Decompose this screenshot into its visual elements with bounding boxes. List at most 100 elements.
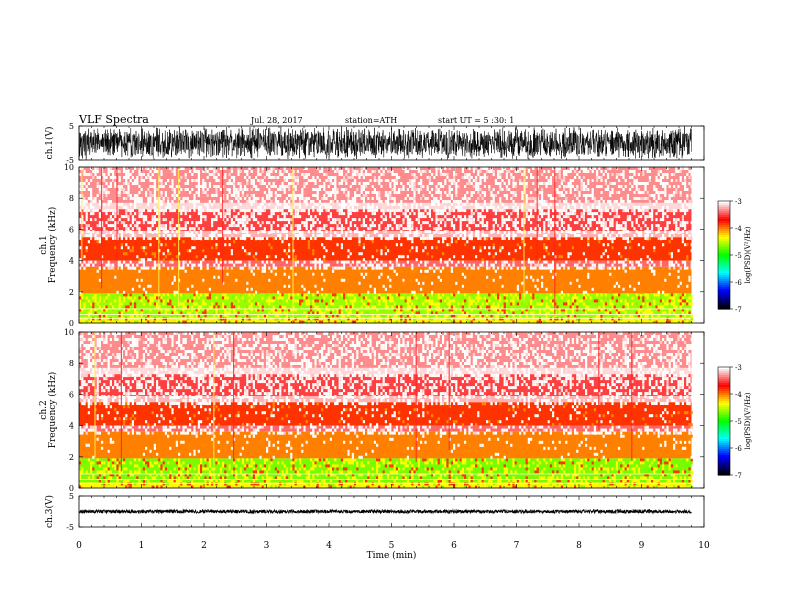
spectrogram-speckle: [565, 317, 568, 321]
spectrogram-speckle: [618, 266, 621, 270]
spectrogram-speckle: [266, 314, 269, 318]
spectrogram-speckle: [193, 194, 196, 197]
spectrogram-speckle: [351, 293, 354, 297]
spectrogram-speckle: [609, 167, 612, 170]
spectrogram-speckle: [607, 173, 610, 176]
spectrogram-speckle: [233, 191, 236, 194]
spectrogram-speckle: [197, 299, 200, 303]
spectrogram-speckle: [307, 317, 310, 321]
spectrogram-speckle: [547, 209, 550, 213]
spectrogram-speckle: [118, 302, 121, 306]
spectrogram-speckle: [538, 230, 541, 234]
spectrogram-speckle: [391, 320, 394, 324]
spectrogram-speckle: [224, 243, 227, 247]
spectrogram-speckle: [488, 205, 491, 209]
spectrogram-speckle: [629, 188, 632, 191]
spectrogram-speckle: [391, 179, 394, 182]
spectrogram-speckle: [195, 237, 198, 240]
spectrogram-speckle: [512, 234, 515, 237]
spectrogram-speckle: [142, 293, 145, 297]
spectrogram-speckle: [391, 237, 394, 240]
spectrogram-speckle: [303, 311, 306, 315]
spectrogram-speckle: [123, 299, 126, 303]
spectrogram-speckle: [494, 305, 497, 309]
spectrogram-speckle: [378, 234, 381, 237]
spectrogram-speckle: [327, 317, 330, 321]
spectrogram-speckle: [283, 314, 286, 318]
spectrogram-speckle: [530, 221, 533, 225]
spectrogram-speckle: [90, 272, 93, 276]
spectrogram-speckle: [501, 202, 504, 206]
spectrogram-speckle: [576, 234, 579, 237]
spectrogram-speckle: [587, 202, 590, 206]
spectrogram-speckle: [448, 194, 451, 197]
spectrogram-speckle: [169, 185, 172, 188]
spectrogram-speckle: [336, 170, 339, 173]
spectrogram-speckle: [354, 200, 357, 203]
spectrogram-speckle: [622, 237, 625, 240]
spectrogram-speckle: [387, 200, 390, 203]
spectrogram-speckle: [508, 263, 511, 267]
spectrogram-speckle: [217, 212, 220, 216]
spectrogram-speckle: [208, 173, 211, 176]
spectrogram-speckle: [516, 202, 519, 206]
spectrogram-speckle: [633, 212, 636, 216]
spectrogram-speckle: [499, 197, 502, 200]
spectrogram-speckle: [585, 209, 588, 213]
spectrogram-speckle: [475, 200, 478, 203]
spectrogram-speckle: [558, 231, 561, 234]
spectrogram-speckle: [446, 202, 449, 206]
spectrogram-speckle: [512, 179, 515, 182]
spectrogram-speckle: [268, 311, 271, 315]
spectrogram-speckle: [228, 320, 231, 324]
spectrogram-speckle: [362, 205, 365, 209]
spectrogram-speckle: [303, 200, 306, 203]
spectrogram-speckle: [296, 266, 299, 270]
spectrogram-speckle: [327, 205, 330, 209]
spectrogram-speckle: [222, 317, 225, 321]
spectrogram-speckle: [384, 237, 387, 240]
spectrogram-speckle: [459, 215, 462, 219]
spectrogram-speckle: [512, 200, 515, 203]
spectrogram-speckle: [213, 173, 216, 176]
spectrogram-speckle: [494, 269, 497, 273]
spectrogram-speckle: [547, 305, 550, 309]
spectrogram-speckle: [351, 266, 354, 270]
spectrogram-speckle: [281, 227, 284, 231]
spectrogram-speckle: [142, 237, 145, 240]
spectrogram-speckle: [477, 320, 480, 324]
spectrogram-speckle: [120, 314, 123, 318]
spectrogram-speckle: [492, 266, 495, 270]
spectrogram-speckle: [213, 231, 216, 234]
spectrogram-speckle: [384, 179, 387, 182]
spectrogram-speckle: [213, 234, 216, 237]
spectrogram-speckle: [576, 305, 579, 309]
spectrogram-speckle: [103, 209, 106, 213]
spectrogram-speckle: [149, 308, 152, 312]
spectrogram-speckle: [556, 215, 559, 219]
spectrogram-speckle: [382, 230, 385, 234]
spectrogram-speckle: [226, 296, 229, 300]
spectrogram-speckle: [87, 260, 90, 264]
spectrogram-speckle: [235, 296, 238, 300]
spectrogram-speckle: [420, 215, 423, 219]
spectrogram-speckle: [244, 230, 247, 234]
spectrogram-speckle: [600, 170, 603, 173]
spectrogram-speckle: [191, 227, 194, 231]
spectrogram-speckle: [81, 320, 84, 324]
spectrogram-speckle: [252, 266, 255, 270]
spectrogram-speckle: [248, 299, 251, 303]
spectrogram-speckle: [230, 170, 233, 173]
spectrogram-speckle: [549, 269, 552, 273]
spectrogram-speckle: [213, 205, 216, 209]
spectrogram-speckle: [226, 311, 229, 315]
spectrogram-speckle: [519, 182, 522, 185]
spectrogram-speckle: [228, 191, 231, 194]
spectrogram-speckle: [200, 215, 203, 219]
spectrogram-speckle: [191, 314, 194, 318]
spectrogram-band: [79, 202, 692, 210]
spectrogram-speckle: [367, 299, 370, 303]
spectrogram-speckle: [563, 320, 566, 324]
spectrogram-speckle: [501, 188, 504, 191]
spectrogram-speckle: [257, 231, 260, 234]
